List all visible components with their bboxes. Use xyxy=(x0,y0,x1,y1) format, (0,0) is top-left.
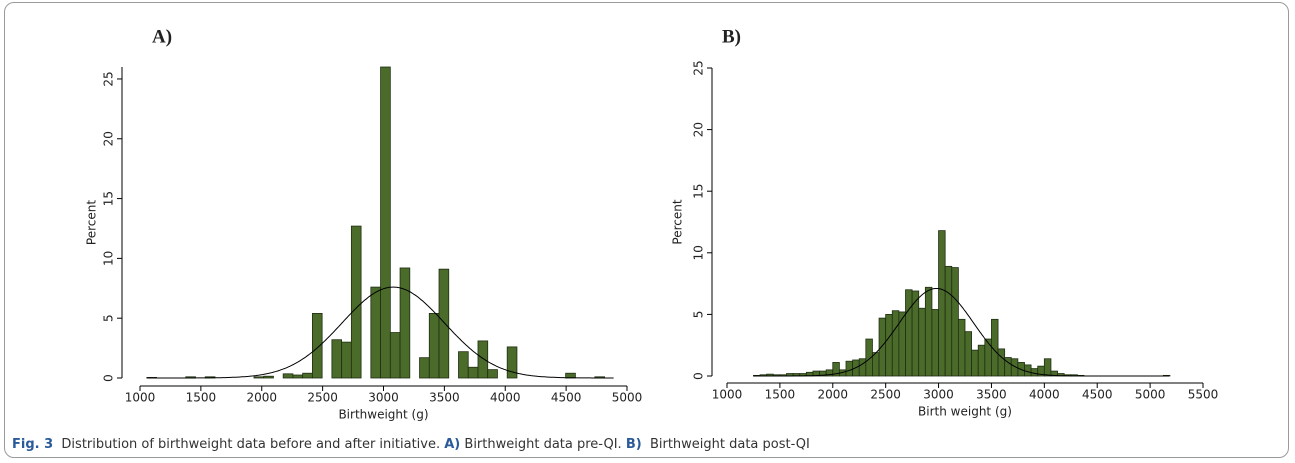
y-tick-label: 5 xyxy=(692,311,706,319)
x-tick-label: 5500 xyxy=(1188,388,1219,402)
panel-label: B) xyxy=(722,26,741,47)
y-tick-label: 0 xyxy=(102,374,116,382)
bar xyxy=(845,360,854,377)
bar xyxy=(302,372,313,379)
bar xyxy=(905,289,913,377)
bar xyxy=(1024,364,1032,377)
bar xyxy=(924,286,933,377)
caption-text: Distribution of birthweight data before … xyxy=(61,437,441,452)
y-tick-label: 20 xyxy=(692,122,706,137)
bar xyxy=(389,332,401,379)
bar xyxy=(944,265,953,377)
x-tick-label: 5000 xyxy=(1135,388,1166,402)
normal-curve xyxy=(753,288,1170,377)
y-tick-label: 5 xyxy=(102,314,116,322)
caption-label: Fig. 3 xyxy=(12,437,54,452)
x-tick-label: 3000 xyxy=(368,391,399,405)
bar xyxy=(938,230,946,377)
figure-frame xyxy=(4,2,1289,458)
bar xyxy=(253,376,265,379)
x-tick-label: 1500 xyxy=(765,388,796,402)
bar xyxy=(891,310,900,377)
x-tick-label: 3500 xyxy=(976,388,1007,402)
bar xyxy=(878,317,887,377)
bar xyxy=(977,344,986,377)
x-tick-label: 2500 xyxy=(870,388,901,402)
bar xyxy=(1030,368,1039,377)
x-tick-label: 4500 xyxy=(551,391,582,405)
bar xyxy=(311,313,323,379)
bar xyxy=(832,362,840,377)
y-tick-label: 25 xyxy=(692,60,706,75)
x-tick-label: 2000 xyxy=(818,388,849,402)
y-tick-label: 0 xyxy=(692,372,706,380)
bar xyxy=(971,349,979,377)
bar xyxy=(282,373,294,379)
bar xyxy=(872,352,880,377)
x-tick-label: 3500 xyxy=(429,391,460,405)
bar xyxy=(458,351,469,379)
bar xyxy=(1043,358,1052,377)
y-tick-label: 15 xyxy=(692,184,706,199)
caption-part-label: A) xyxy=(444,437,461,452)
x-tick-label: 4500 xyxy=(1082,388,1113,402)
x-axis-label: Birthweight (g) xyxy=(338,408,428,422)
caption-part-text: Birthweight data pre-QI. xyxy=(464,437,622,452)
x-tick-label: 2000 xyxy=(246,391,277,405)
bar xyxy=(370,286,381,379)
figure: A) 0 5 10 15 20 25 1000 1500 2000 2500 3000 3500 4000… xyxy=(85,26,1219,422)
x-tick-label: 1000 xyxy=(712,388,743,402)
bar xyxy=(997,348,1006,377)
y-tick-label: 15 xyxy=(102,191,116,206)
y-axis-label: Percent xyxy=(85,200,99,245)
y-tick-label: 10 xyxy=(692,245,706,260)
bar xyxy=(341,341,352,379)
y-tick-label: 10 xyxy=(102,251,116,266)
normal-curve xyxy=(147,286,614,379)
bar xyxy=(964,331,973,377)
x-tick-label: 1000 xyxy=(125,391,156,405)
bar xyxy=(419,357,430,379)
bar xyxy=(991,318,999,377)
x-tick-label: 4000 xyxy=(1029,388,1060,402)
bar xyxy=(858,358,867,377)
bar xyxy=(951,267,959,377)
x-tick-label: 3000 xyxy=(923,388,954,402)
bar xyxy=(477,340,489,379)
bar xyxy=(399,267,411,379)
y-tick-label: 20 xyxy=(102,131,116,146)
bar xyxy=(487,369,498,379)
x-tick-label: 2500 xyxy=(307,391,338,405)
bar xyxy=(957,318,966,377)
bar xyxy=(931,309,939,377)
x-axis-label: Birth weight (g) xyxy=(918,405,1012,419)
bar xyxy=(885,313,893,377)
bar xyxy=(350,225,362,379)
panel-label: A) xyxy=(152,26,172,47)
y-axis-label: Percent xyxy=(671,199,685,244)
bar xyxy=(331,339,343,379)
bar xyxy=(984,338,992,377)
bar xyxy=(506,346,518,379)
bar xyxy=(438,268,450,379)
bar xyxy=(467,366,479,379)
x-tick-label: 1500 xyxy=(186,391,217,405)
bar xyxy=(263,375,274,379)
x-tick-label: 5000 xyxy=(612,391,643,405)
bar xyxy=(380,66,391,379)
x-tick-label: 4000 xyxy=(490,391,521,405)
caption: Fig. 3 Distribution of birthweight data … xyxy=(12,437,810,452)
caption-part-label: B) xyxy=(625,437,642,452)
caption-part-text: Birthweight data post-QI xyxy=(649,437,810,452)
bar xyxy=(918,307,926,377)
bar xyxy=(292,374,304,379)
bar xyxy=(428,313,440,379)
y-tick-label: 25 xyxy=(102,71,116,86)
